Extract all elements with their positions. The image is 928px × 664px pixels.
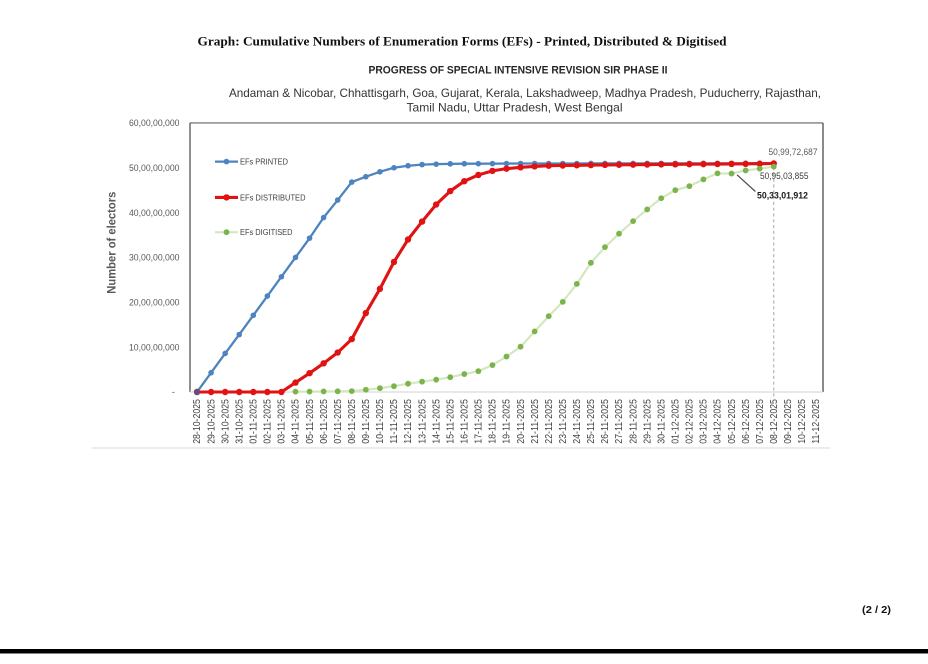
svg-text:10-12-2025: 10-12-2025 [797,399,808,444]
svg-text:07-11-2025: 07-11-2025 [333,399,344,444]
svg-text:14-11-2025: 14-11-2025 [431,399,442,444]
svg-text:17-11-2025: 17-11-2025 [474,399,485,444]
svg-text:10,00,00,000: 10,00,00,000 [129,342,180,353]
svg-text:02-11-2025: 02-11-2025 [263,399,274,444]
svg-text:16-11-2025: 16-11-2025 [460,399,471,444]
svg-text:12-11-2025: 12-11-2025 [403,399,414,444]
svg-text:11-12-2025: 11-12-2025 [811,399,822,444]
svg-text:Andaman & Nicobar, Chhattisgar: Andaman & Nicobar, Chhattisgarh, Goa, Gu… [229,86,821,100]
svg-text:02-12-2025: 02-12-2025 [685,399,696,444]
svg-text:20-11-2025: 20-11-2025 [516,399,527,444]
svg-text:28-10-2025: 28-10-2025 [192,399,203,444]
svg-text:-: - [172,387,175,398]
svg-text:29-10-2025: 29-10-2025 [206,399,217,444]
svg-text:04-12-2025: 04-12-2025 [713,399,724,444]
svg-text:01-12-2025: 01-12-2025 [671,399,682,444]
svg-text:PROGRESS OF SPECIAL INTENSIVE: PROGRESS OF SPECIAL INTENSIVE REVISION S… [369,65,668,77]
svg-text:07-12-2025: 07-12-2025 [755,399,766,444]
svg-text:50,00,00,000: 50,00,00,000 [129,163,180,174]
svg-text:13-11-2025: 13-11-2025 [417,399,428,444]
svg-text:31-10-2025: 31-10-2025 [234,399,245,444]
svg-text:10-11-2025: 10-11-2025 [375,399,386,444]
svg-text:23-11-2025: 23-11-2025 [558,399,569,444]
svg-text:Number of electors: Number of electors [104,191,118,293]
svg-text:08-11-2025: 08-11-2025 [347,399,358,444]
svg-text:21-11-2025: 21-11-2025 [530,399,541,444]
svg-text:22-11-2025: 22-11-2025 [544,399,555,444]
svg-text:05-12-2025: 05-12-2025 [727,399,738,444]
svg-text:08-12-2025: 08-12-2025 [769,399,780,444]
svg-text:06-12-2025: 06-12-2025 [741,399,752,444]
svg-text:50,33,01,912: 50,33,01,912 [757,190,808,200]
svg-text:03-12-2025: 03-12-2025 [699,399,710,444]
svg-text:25-11-2025: 25-11-2025 [586,399,597,444]
svg-text:05-11-2025: 05-11-2025 [305,399,316,444]
svg-text:Tamil Nadu, Uttar Pradesh, Wes: Tamil Nadu, Uttar Pradesh, West Bengal [407,100,623,114]
svg-text:EFs PRINTED: EFs PRINTED [240,157,288,167]
svg-text:50,99,72,687: 50,99,72,687 [769,147,818,157]
svg-text:09-12-2025: 09-12-2025 [783,399,794,444]
svg-text:EFs DISTRIBUTED: EFs DISTRIBUTED [240,192,306,202]
svg-text:20,00,00,000: 20,00,00,000 [129,298,180,309]
svg-text:11-11-2025: 11-11-2025 [389,399,400,444]
svg-text:28-11-2025: 28-11-2025 [628,399,639,444]
svg-text:09-11-2025: 09-11-2025 [361,399,372,444]
svg-text:19-11-2025: 19-11-2025 [502,399,513,444]
svg-text:26-11-2025: 26-11-2025 [600,399,611,444]
svg-text:29-11-2025: 29-11-2025 [642,399,653,444]
svg-text:EFs DIGITISED: EFs DIGITISED [240,227,293,237]
svg-text:50,95,03,855: 50,95,03,855 [760,171,809,181]
svg-text:04-11-2025: 04-11-2025 [291,399,302,444]
svg-text:Graph: Cumulative Numbers of E: Graph: Cumulative Numbers of Enumeration… [198,35,727,49]
svg-text:60,00,00,000: 60,00,00,000 [129,118,180,129]
svg-text:06-11-2025: 06-11-2025 [319,399,330,444]
svg-text:03-11-2025: 03-11-2025 [277,399,288,444]
svg-text:24-11-2025: 24-11-2025 [572,399,583,444]
svg-text:18-11-2025: 18-11-2025 [488,399,499,444]
svg-text:15-11-2025: 15-11-2025 [445,399,456,444]
svg-text:01-11-2025: 01-11-2025 [249,399,260,444]
svg-text:27-11-2025: 27-11-2025 [614,399,625,444]
svg-text:40,00,00,000: 40,00,00,000 [129,208,180,219]
svg-text:(2 / 2): (2 / 2) [862,604,891,616]
svg-text:30-10-2025: 30-10-2025 [220,399,231,444]
svg-text:30,00,00,000: 30,00,00,000 [129,253,180,264]
svg-text:30-11-2025: 30-11-2025 [656,399,667,444]
